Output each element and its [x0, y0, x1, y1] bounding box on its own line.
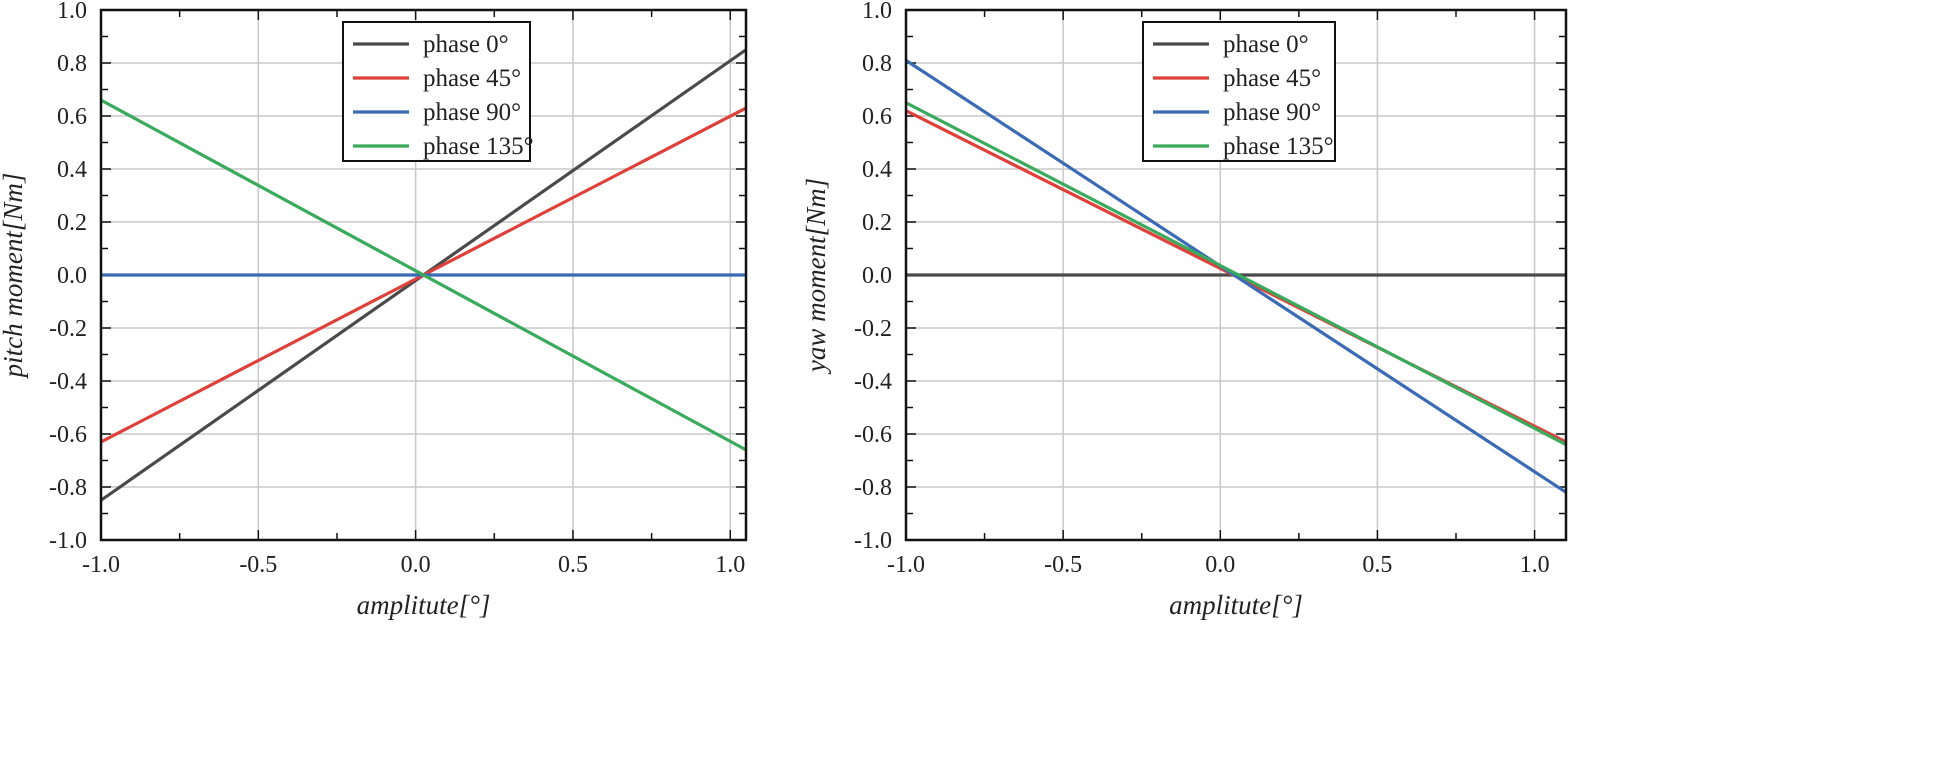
legend-label-3: phase 90°: [1223, 99, 1321, 126]
plot-frame: [99, 8, 748, 542]
chart-panel-2: 1.0 0.8 0.6 0.4 0.2 0.0 -0.2 -0.4 -0.6 -0.8 -1.0-1…: [801, 0, 1568, 620]
y-tick-label: 0.8: [862, 51, 892, 77]
x-tick-label: -1.0: [82, 552, 120, 578]
x-tick-label: 1.0: [715, 552, 745, 578]
x-tick-label: -0.5: [1044, 552, 1082, 578]
x-tick-label: -0.5: [239, 552, 277, 578]
x-tick-label: -1.0: [887, 552, 925, 578]
y-tick-label: -0.2: [49, 316, 87, 342]
y-tick-label: -0.4: [854, 369, 892, 395]
y-tick-label: 0.0: [862, 263, 892, 289]
y-tick-label: -0.8: [49, 475, 87, 501]
legend-label-1: phase 0°: [1223, 31, 1309, 58]
y-tick-label: -0.6: [854, 422, 892, 448]
y-tick-label: 0.0: [57, 263, 87, 289]
y-tick-label: 1.0: [57, 0, 87, 24]
y-tick-label: -0.8: [854, 475, 892, 501]
y-tick-label: -0.2: [854, 316, 892, 342]
x-axis-label: amplitute[°]: [1169, 590, 1303, 620]
y-axis-label: yaw moment[Nm]: [801, 178, 831, 375]
y-tick-label: 1.0: [862, 0, 892, 24]
y-tick-label: 0.2: [862, 210, 892, 236]
legend: phase 0° phase 45° phase 90° phase 135°: [1142, 21, 1336, 162]
series-line-4: [100, 98, 747, 452]
legend-label-3: phase 90°: [423, 99, 521, 126]
x-tick-label: 1.0: [1520, 552, 1550, 578]
x-tick-label: 0.0: [401, 552, 431, 578]
y-axis-label: pitch moment[Nm]: [0, 173, 28, 380]
legend-label-4: phase 135°: [423, 133, 534, 160]
chart-panel-1: 1.0 0.8 0.6 0.4 0.2 0.0 -0.2 -0.4 -0.6 -0.8 -1.0-1…: [0, 0, 748, 620]
y-tick-label: -0.4: [49, 369, 87, 395]
y-tick-label: 0.8: [57, 51, 87, 77]
y-tick-label: -1.0: [49, 528, 87, 554]
legend-label-2: phase 45°: [1223, 65, 1321, 92]
x-tick-label: 0.5: [558, 552, 588, 578]
x-axis-label: amplitute[°]: [357, 590, 491, 620]
y-tick-label: 0.4: [57, 157, 87, 183]
legend: phase 0° phase 45° phase 90° phase 135°: [342, 21, 534, 162]
y-tick-label: 0.2: [57, 210, 87, 236]
y-tick-label: -0.6: [49, 422, 87, 448]
series-line-4: [905, 101, 1567, 447]
legend-label-1: phase 0°: [423, 31, 509, 58]
y-tick-label: 0.4: [862, 157, 892, 183]
plot-frame: [904, 8, 1568, 542]
legend-label-2: phase 45°: [423, 65, 521, 92]
legend-label-4: phase 135°: [1223, 133, 1334, 160]
series-line-3: [905, 59, 1567, 494]
y-tick-label: 0.6: [862, 104, 892, 130]
y-tick-label: -1.0: [854, 528, 892, 554]
x-tick-label: 0.0: [1205, 552, 1235, 578]
x-tick-label: 0.5: [1362, 552, 1392, 578]
y-tick-label: 0.6: [57, 104, 87, 130]
